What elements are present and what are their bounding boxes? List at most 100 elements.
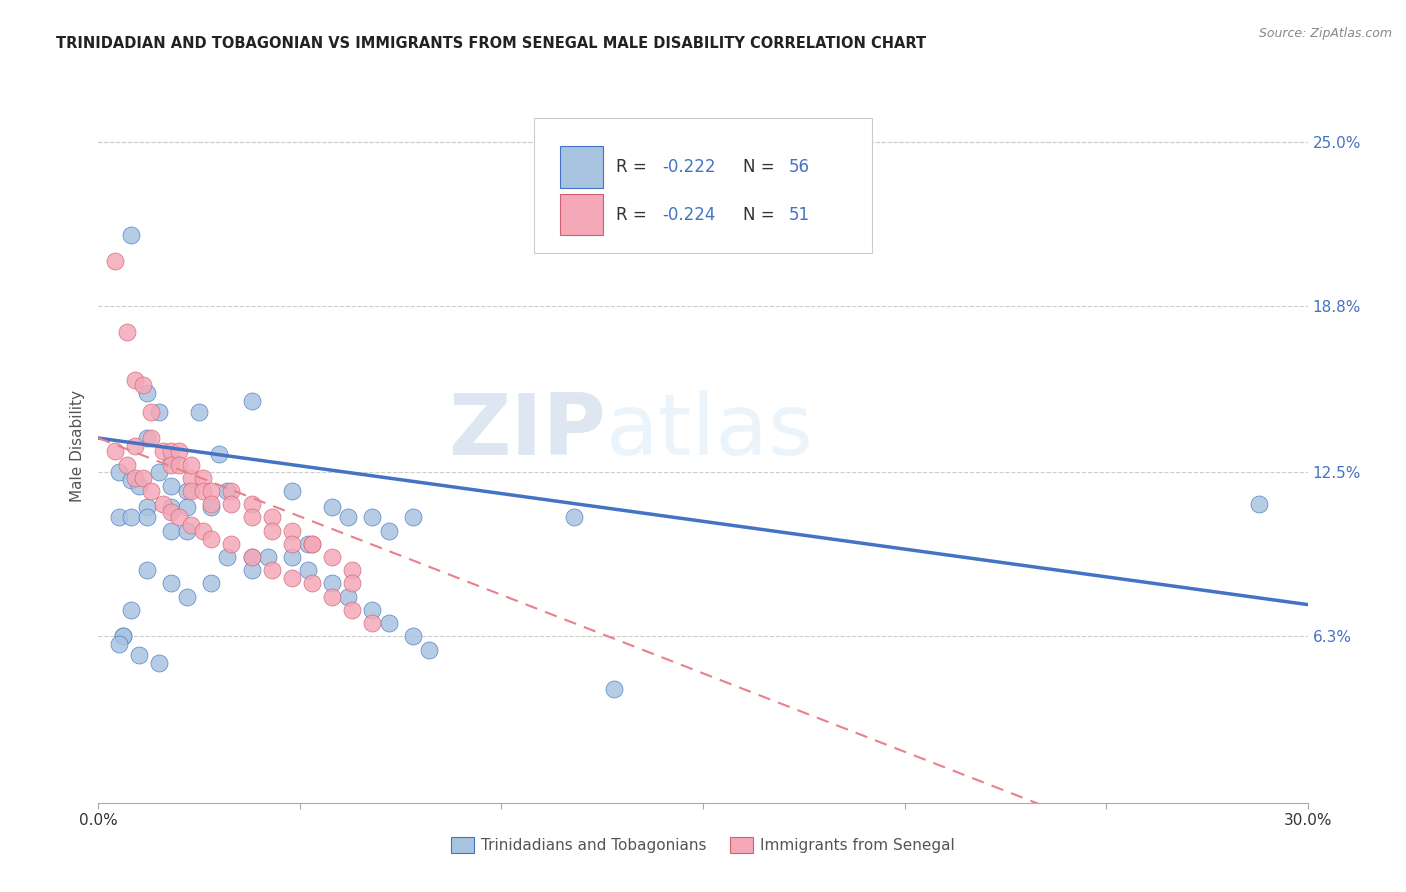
Point <box>297 563 319 577</box>
Point <box>281 571 304 585</box>
Point <box>111 629 134 643</box>
Point <box>115 458 138 472</box>
Point <box>152 497 174 511</box>
Point <box>377 524 399 538</box>
Point <box>180 483 202 498</box>
Point <box>281 524 304 538</box>
Text: R =: R = <box>616 158 652 176</box>
Point <box>342 603 364 617</box>
Point <box>160 524 183 538</box>
Point <box>321 590 343 604</box>
Point <box>221 537 243 551</box>
Legend: Trinidadians and Tobagonians, Immigrants from Senegal: Trinidadians and Tobagonians, Immigrants… <box>444 831 962 859</box>
Point <box>402 629 425 643</box>
Point <box>160 500 183 514</box>
Point <box>132 471 155 485</box>
Point <box>115 326 138 340</box>
Point <box>124 471 146 485</box>
Point <box>107 510 129 524</box>
FancyBboxPatch shape <box>561 146 603 187</box>
Point <box>217 549 239 564</box>
Point <box>180 458 202 472</box>
Point <box>342 576 364 591</box>
Point <box>603 682 626 697</box>
FancyBboxPatch shape <box>534 118 872 253</box>
Text: R =: R = <box>616 206 652 224</box>
Point <box>167 444 190 458</box>
Text: 56: 56 <box>789 158 810 176</box>
Point <box>107 637 129 651</box>
Point <box>200 497 222 511</box>
Text: 51: 51 <box>789 206 810 224</box>
Point <box>377 616 399 631</box>
Point <box>176 483 198 498</box>
Point <box>180 471 202 485</box>
Y-axis label: Male Disability: Male Disability <box>69 390 84 502</box>
Point <box>107 466 129 480</box>
Text: N =: N = <box>742 206 780 224</box>
Point <box>148 466 170 480</box>
Point <box>135 386 157 401</box>
Point <box>281 483 304 498</box>
Point <box>256 549 278 564</box>
Point <box>321 576 343 591</box>
Point <box>193 524 215 538</box>
Point <box>217 483 239 498</box>
Point <box>240 549 263 564</box>
Point <box>180 518 202 533</box>
Point <box>120 474 142 488</box>
Point <box>124 373 146 387</box>
Point <box>193 471 215 485</box>
Point <box>103 444 125 458</box>
Point <box>167 510 190 524</box>
Point <box>297 537 319 551</box>
Point <box>562 510 585 524</box>
Point <box>240 563 263 577</box>
Point <box>188 404 211 418</box>
Point <box>135 563 157 577</box>
Point <box>111 629 134 643</box>
Text: -0.224: -0.224 <box>662 206 716 224</box>
Point <box>160 576 183 591</box>
Point <box>221 483 243 498</box>
Text: atlas: atlas <box>606 390 814 474</box>
Point <box>342 563 364 577</box>
Point <box>139 483 162 498</box>
Point <box>160 444 183 458</box>
Point <box>120 603 142 617</box>
Point <box>418 642 440 657</box>
Point <box>240 394 263 409</box>
Point <box>337 510 360 524</box>
Point <box>120 227 142 242</box>
Point <box>148 404 170 418</box>
Point <box>176 590 198 604</box>
Point <box>132 378 155 392</box>
Point <box>208 447 231 461</box>
Point <box>361 510 384 524</box>
Point <box>301 576 323 591</box>
Point <box>103 254 125 268</box>
Point <box>281 537 304 551</box>
Point <box>152 444 174 458</box>
Text: ZIP: ZIP <box>449 390 606 474</box>
Point <box>139 431 162 445</box>
Point <box>135 510 157 524</box>
Point <box>240 549 263 564</box>
Point <box>260 510 283 524</box>
Point <box>301 537 323 551</box>
Point <box>240 497 263 511</box>
Point <box>176 500 198 514</box>
Point <box>120 510 142 524</box>
Point <box>361 616 384 631</box>
Point <box>124 439 146 453</box>
Point <box>301 537 323 551</box>
Point <box>160 478 183 492</box>
Point <box>167 458 190 472</box>
Point <box>139 404 162 418</box>
Point <box>160 505 183 519</box>
Point <box>240 510 263 524</box>
Point <box>361 603 384 617</box>
Point <box>260 524 283 538</box>
Text: -0.222: -0.222 <box>662 158 716 176</box>
Point <box>128 648 150 662</box>
